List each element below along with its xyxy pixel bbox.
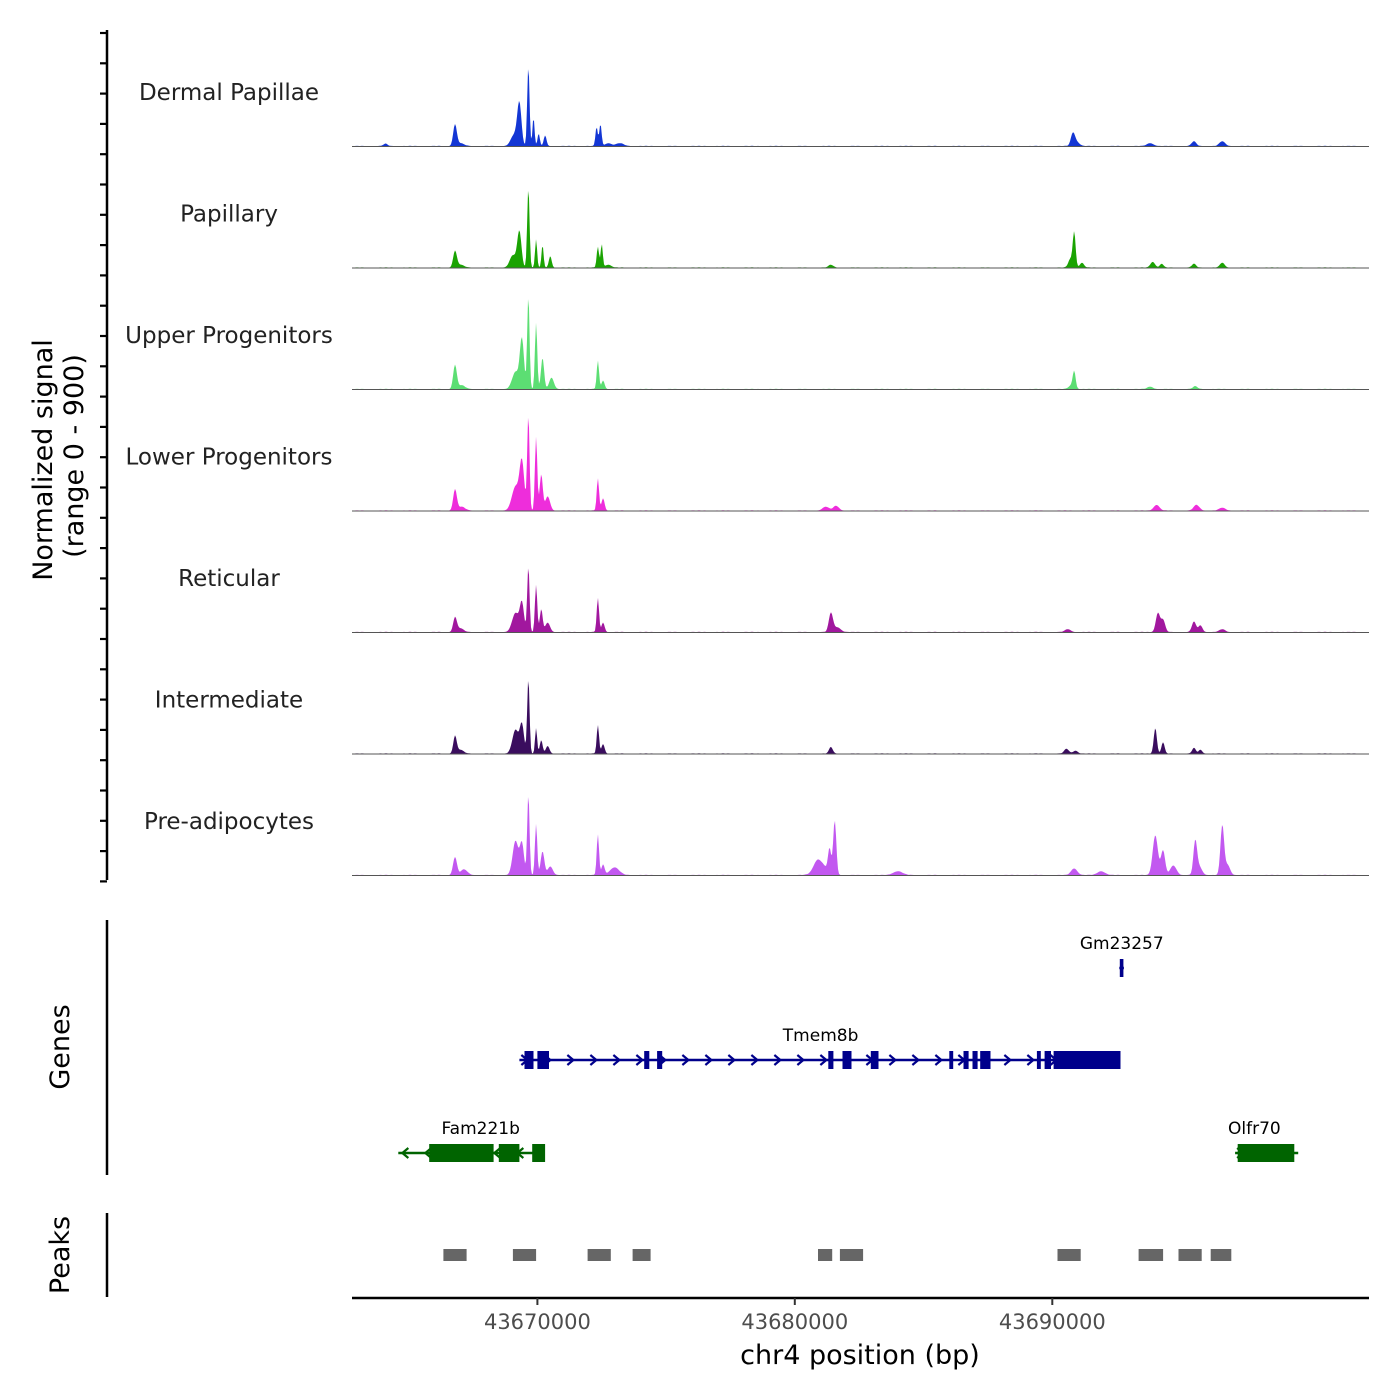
- coverage-area: [352, 797, 1369, 876]
- y-axis-label-line2: (range 0 - 900): [59, 354, 90, 558]
- peak-region: [512, 1249, 537, 1261]
- gene-exon: [828, 1051, 834, 1069]
- gene-label: Fam221b: [441, 1119, 519, 1139]
- signal-tracks: Dermal Papillae Papillary Upper Progenitor…: [125, 69, 1369, 876]
- strand-arrow: [589, 1054, 599, 1066]
- strand-arrow: [492, 1147, 502, 1159]
- track-label: Upper Progenitors: [125, 323, 333, 349]
- gene-label: Gm23257: [1080, 934, 1164, 954]
- gene-exon: [537, 1051, 549, 1069]
- peak-region: [1057, 1249, 1081, 1261]
- gene-exon: [524, 1051, 534, 1069]
- strand-arrow: [934, 1054, 944, 1066]
- strand-arrow: [1026, 1054, 1036, 1066]
- gene-label: Olfr70: [1228, 1119, 1281, 1139]
- gene-exon: [644, 1051, 650, 1069]
- strand-arrow: [566, 1054, 576, 1066]
- peak-region: [587, 1249, 611, 1261]
- x-axis-title: chr4 position (bp): [740, 1340, 980, 1371]
- gene-exon: [1053, 1051, 1121, 1069]
- track-dermal-papillae: Dermal Papillae: [139, 69, 1369, 147]
- coverage-area: [352, 417, 1369, 511]
- gene-exon: [980, 1051, 991, 1069]
- gene-exon: [870, 1051, 879, 1069]
- strand-arrow: [750, 1054, 760, 1066]
- gene-fam221b: Fam221b: [398, 1119, 546, 1162]
- track-label: Papillary: [180, 202, 278, 228]
- gene-tmem8b: Tmem8b: [519, 1026, 1121, 1069]
- peak-region: [632, 1249, 651, 1261]
- strand-arrow: [681, 1054, 691, 1066]
- track-label: Intermediate: [155, 688, 303, 714]
- strand-arrow: [796, 1054, 806, 1066]
- gene-exon: [1036, 1051, 1041, 1069]
- gene-label: Tmem8b: [782, 1026, 859, 1046]
- track-label: Lower Progenitors: [126, 445, 333, 471]
- track-intermediate: Intermediate: [155, 681, 1369, 755]
- coverage-area: [352, 69, 1369, 147]
- track-lower-progenitors: Lower Progenitors: [126, 417, 1369, 512]
- gene-exon: [1119, 959, 1124, 977]
- gene-exon: [963, 1051, 969, 1069]
- strand-arrow: [888, 1054, 898, 1066]
- y-axis-label-line1: Normalized signal: [28, 339, 59, 581]
- peak-region: [1138, 1249, 1164, 1261]
- coverage-area: [352, 299, 1369, 390]
- strand-arrow: [911, 1054, 921, 1066]
- gene-exon: [949, 1051, 954, 1069]
- gene-exon: [842, 1051, 852, 1069]
- gene-gm23257: Gm23257: [1080, 934, 1164, 977]
- strand-arrow: [612, 1054, 622, 1066]
- peak-region: [443, 1249, 467, 1261]
- coverage-area: [352, 568, 1369, 633]
- x-axis-ticks: 43670000 43680000 43690000: [484, 1298, 1106, 1334]
- peak-region: [818, 1249, 833, 1261]
- gene-exon: [1044, 1051, 1051, 1069]
- peak-region: [839, 1249, 864, 1261]
- peaks-track-label: Peaks: [45, 1216, 76, 1294]
- peak-regions: [443, 1249, 1232, 1261]
- gene-annotations: Fam221b Tmem8b Gm23257 Olfr70: [398, 934, 1299, 1162]
- gene-exon: [1237, 1144, 1295, 1162]
- strand-arrow: [819, 1054, 829, 1066]
- track-label: Reticular: [178, 566, 280, 592]
- track-pre-adipocytes: Pre-adipocytes: [144, 797, 1369, 876]
- peak-region: [1210, 1249, 1232, 1261]
- strand-arrow: [727, 1054, 737, 1066]
- gene-exon: [972, 1051, 978, 1069]
- coverage-area: [352, 681, 1369, 754]
- coverage-area: [352, 190, 1369, 268]
- gene-exon: [532, 1144, 546, 1162]
- x-tick-label: 43690000: [999, 1310, 1106, 1334]
- strand-arrow: [400, 1147, 410, 1159]
- gene-exon: [498, 1144, 520, 1162]
- x-tick-label: 43670000: [484, 1310, 591, 1334]
- gene-olfr70: Olfr70: [1228, 1119, 1299, 1162]
- track-label: Pre-adipocytes: [144, 809, 314, 835]
- gene-exon: [429, 1144, 494, 1162]
- strand-arrow: [773, 1054, 783, 1066]
- signal-y-ticks: [100, 31, 107, 883]
- strand-arrow: [1003, 1054, 1013, 1066]
- gene-exon: [657, 1051, 663, 1069]
- track-label: Dermal Papillae: [139, 80, 319, 106]
- track-reticular: Reticular: [178, 566, 1369, 633]
- peak-region: [1178, 1249, 1202, 1261]
- track-upper-progenitors: Upper Progenitors: [125, 299, 1369, 390]
- x-tick-label: 43680000: [741, 1310, 848, 1334]
- strand-arrow: [635, 1054, 645, 1066]
- track-papillary: Papillary: [180, 190, 1369, 269]
- genes-track-label: Genes: [45, 1004, 76, 1089]
- strand-arrow: [704, 1054, 714, 1066]
